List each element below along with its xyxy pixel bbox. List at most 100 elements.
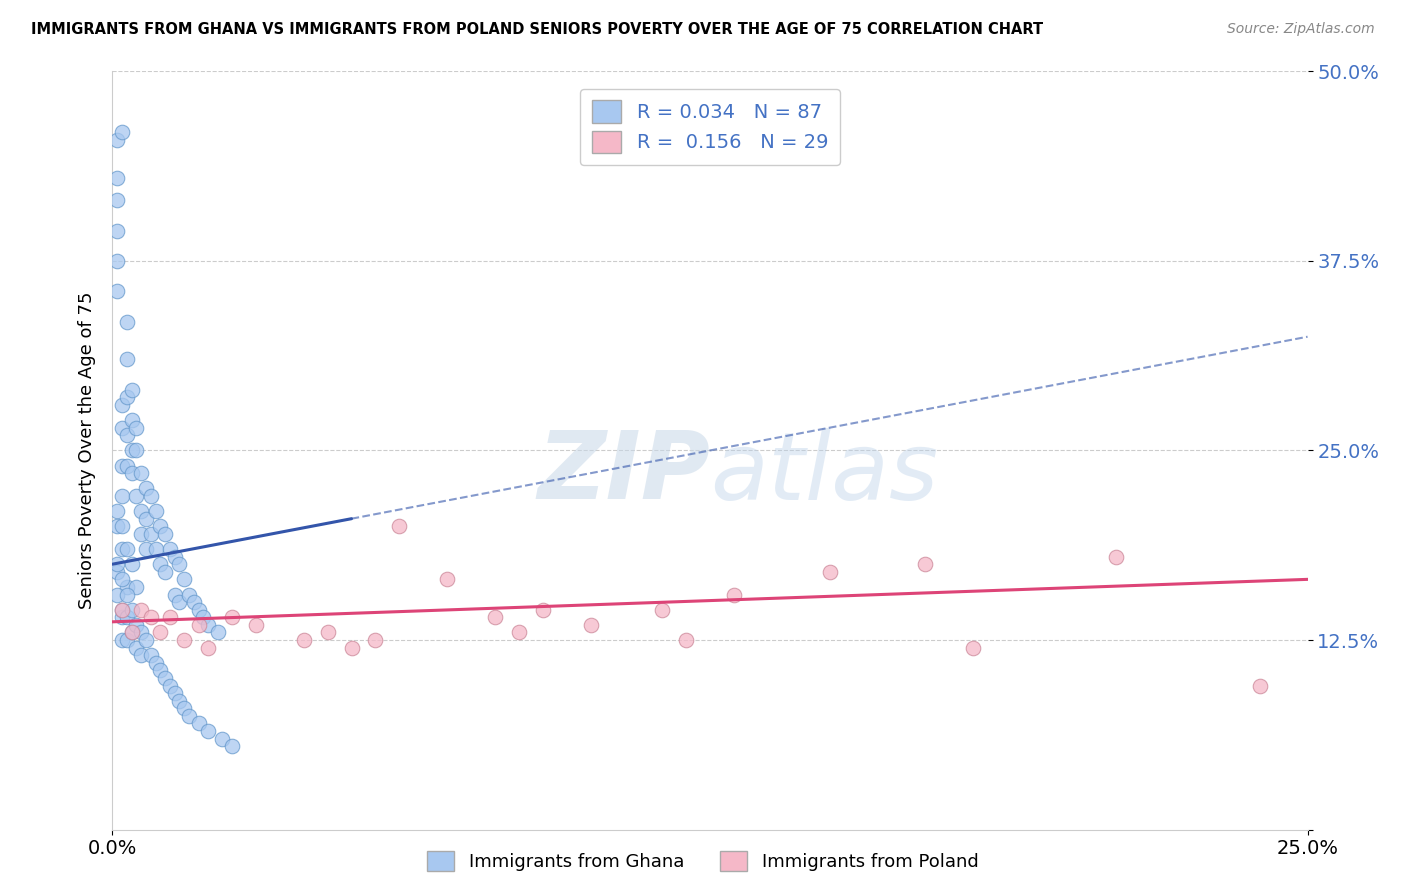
Point xyxy=(173,573,195,587)
Point xyxy=(818,565,841,579)
Point xyxy=(115,314,138,328)
Point xyxy=(111,573,134,587)
Point xyxy=(177,708,200,723)
Point xyxy=(129,504,152,518)
Point xyxy=(914,557,936,572)
Point xyxy=(111,610,134,624)
Point xyxy=(211,731,233,746)
Point xyxy=(159,610,181,624)
Point xyxy=(153,565,176,579)
Point xyxy=(197,724,219,739)
Point xyxy=(292,633,315,648)
Point xyxy=(163,549,186,564)
Text: IMMIGRANTS FROM GHANA VS IMMIGRANTS FROM POLAND SENIORS POVERTY OVER THE AGE OF : IMMIGRANTS FROM GHANA VS IMMIGRANTS FROM… xyxy=(31,22,1043,37)
Point xyxy=(125,443,148,458)
Point xyxy=(105,253,128,268)
Point xyxy=(169,694,191,708)
Point xyxy=(111,542,134,557)
Point xyxy=(149,625,172,640)
Point xyxy=(111,519,134,533)
Point xyxy=(105,588,128,602)
Point xyxy=(197,617,219,632)
Point xyxy=(197,640,219,655)
Legend: R = 0.034   N = 87, R =  0.156   N = 29: R = 0.034 N = 87, R = 0.156 N = 29 xyxy=(581,88,839,165)
Point xyxy=(129,648,152,662)
Point xyxy=(105,504,128,518)
Point xyxy=(111,633,134,648)
Text: Source: ZipAtlas.com: Source: ZipAtlas.com xyxy=(1227,22,1375,37)
Point xyxy=(187,603,209,617)
Point xyxy=(388,519,411,533)
Point xyxy=(221,610,243,624)
Point xyxy=(177,588,200,602)
Point xyxy=(163,588,186,602)
Point xyxy=(145,542,167,557)
Point xyxy=(173,633,195,648)
Point xyxy=(364,633,387,648)
Point xyxy=(129,625,152,640)
Y-axis label: Seniors Poverty Over the Age of 75: Seniors Poverty Over the Age of 75 xyxy=(77,292,96,609)
Point xyxy=(111,603,134,617)
Point xyxy=(149,664,172,678)
Point xyxy=(193,610,215,624)
Point xyxy=(153,526,176,541)
Point xyxy=(115,588,138,602)
Point xyxy=(1105,549,1128,564)
Point xyxy=(139,489,162,503)
Point xyxy=(105,519,128,533)
Point xyxy=(169,595,191,609)
Point xyxy=(145,504,167,518)
Point xyxy=(163,686,186,700)
Point xyxy=(115,542,138,557)
Point xyxy=(153,671,176,685)
Legend: Immigrants from Ghana, Immigrants from Poland: Immigrants from Ghana, Immigrants from P… xyxy=(420,844,986,879)
Point xyxy=(125,421,148,435)
Point xyxy=(675,633,697,648)
Point xyxy=(115,458,138,473)
Point xyxy=(187,617,209,632)
Point xyxy=(129,603,152,617)
Point xyxy=(129,467,152,481)
Point xyxy=(139,648,162,662)
Point xyxy=(221,739,243,753)
Point xyxy=(115,352,138,367)
Point xyxy=(723,588,745,602)
Point xyxy=(105,194,128,208)
Point xyxy=(125,580,148,594)
Point xyxy=(579,617,602,632)
Text: ZIP: ZIP xyxy=(537,427,710,519)
Point xyxy=(1249,678,1271,692)
Point xyxy=(145,656,167,670)
Point xyxy=(135,542,157,557)
Point xyxy=(105,132,128,146)
Point xyxy=(111,398,134,412)
Point xyxy=(159,542,181,557)
Point xyxy=(436,573,458,587)
Point xyxy=(115,428,138,442)
Point xyxy=(169,557,191,572)
Point xyxy=(111,603,134,617)
Point xyxy=(121,625,143,640)
Point xyxy=(125,640,148,655)
Point xyxy=(183,595,205,609)
Point xyxy=(149,519,172,533)
Point xyxy=(340,640,363,655)
Point xyxy=(651,603,673,617)
Point xyxy=(173,701,195,715)
Point xyxy=(159,678,181,692)
Point xyxy=(121,383,143,397)
Point xyxy=(129,526,152,541)
Point xyxy=(484,610,506,624)
Point xyxy=(105,565,128,579)
Point xyxy=(105,285,128,299)
Point xyxy=(135,482,157,496)
Point xyxy=(121,443,143,458)
Point xyxy=(105,557,128,572)
Point xyxy=(125,617,148,632)
Point xyxy=(111,421,134,435)
Point xyxy=(245,617,267,632)
Point xyxy=(316,625,339,640)
Point xyxy=(962,640,984,655)
Point xyxy=(531,603,554,617)
Point xyxy=(115,633,138,648)
